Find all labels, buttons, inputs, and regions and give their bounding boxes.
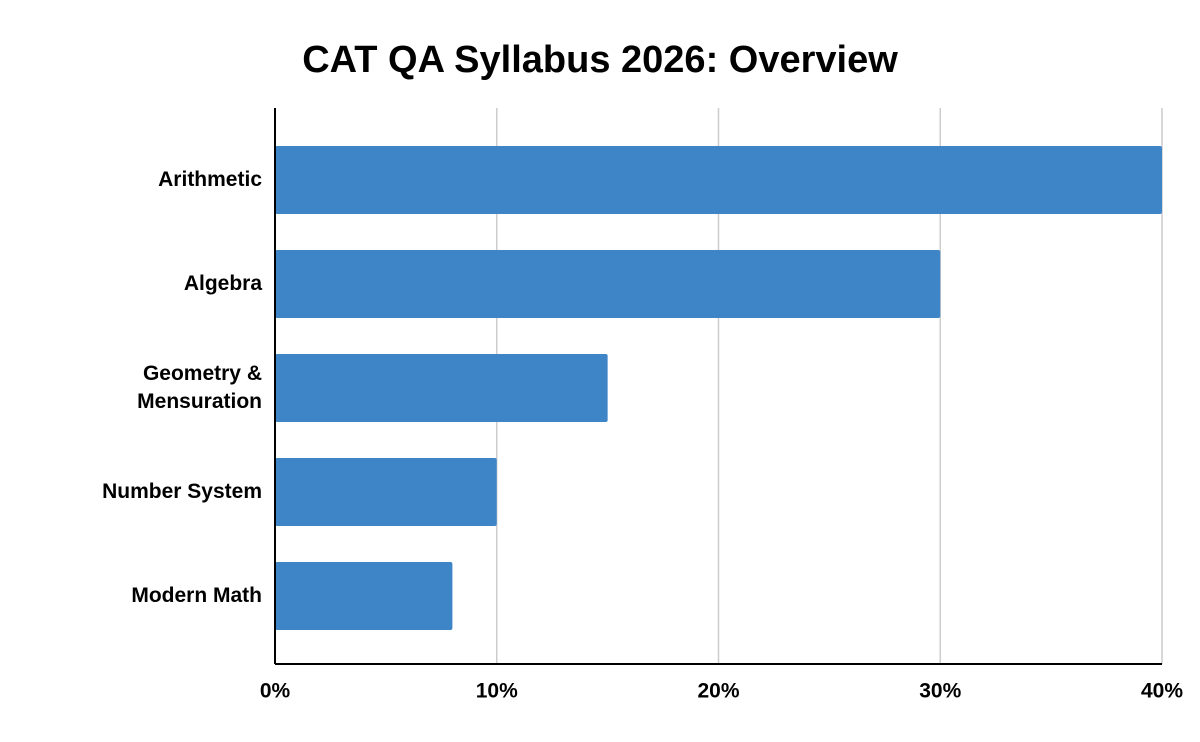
x-tick-label: 40% bbox=[1141, 680, 1183, 703]
x-tick-label: 0% bbox=[260, 680, 291, 703]
chart-title: CAT QA Syllabus 2026: Overview bbox=[302, 39, 898, 81]
y-tick-label: Modern Math bbox=[131, 584, 262, 607]
bar bbox=[275, 458, 497, 526]
y-tick-label: Geometry & Mensuration bbox=[137, 362, 262, 413]
y-tick-label: Number System bbox=[102, 480, 262, 503]
y-tick-label: Arithmetic bbox=[158, 168, 262, 191]
x-tick-label: 10% bbox=[476, 680, 518, 703]
bar bbox=[275, 354, 608, 422]
bar bbox=[275, 250, 941, 318]
x-tick-label: 20% bbox=[697, 680, 739, 703]
y-tick-label: Algebra bbox=[183, 272, 262, 295]
bar bbox=[275, 146, 1162, 214]
x-tick-label: 30% bbox=[919, 680, 961, 703]
bar bbox=[275, 562, 453, 630]
